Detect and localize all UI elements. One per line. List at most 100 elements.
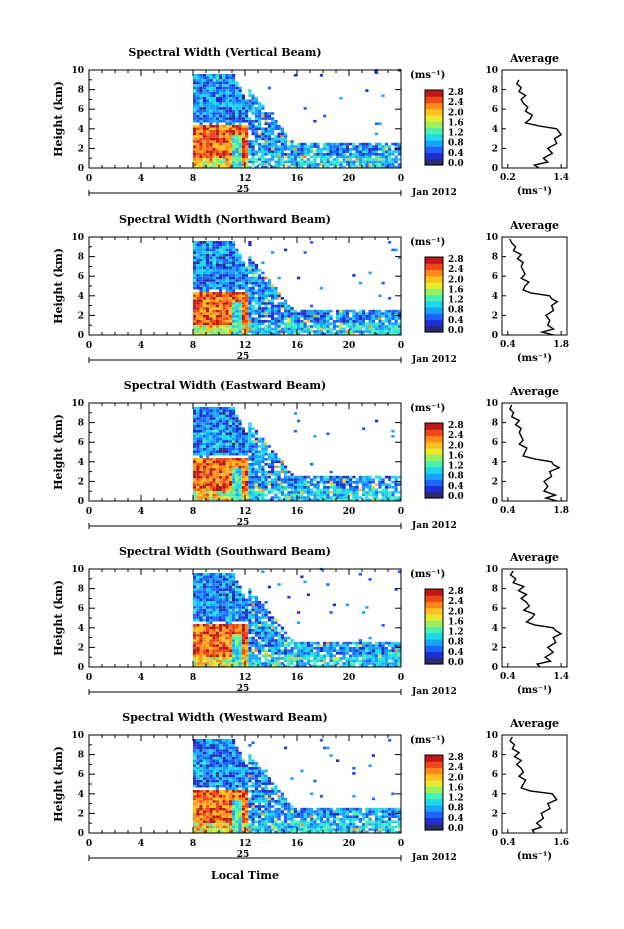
heatmap-cell bbox=[228, 251, 232, 254]
heatmap-cell bbox=[206, 470, 210, 474]
heatmap-cell bbox=[290, 153, 294, 156]
heatmap-cell bbox=[332, 646, 336, 650]
heatmap-cell bbox=[271, 122, 275, 125]
heatmap-cell bbox=[319, 332, 323, 336]
heatmap-cell bbox=[378, 327, 382, 331]
heatmap-cell bbox=[206, 160, 210, 164]
heatmap-cell bbox=[345, 317, 349, 320]
heatmap-cell bbox=[209, 460, 213, 464]
heatmap-cell bbox=[303, 498, 307, 502]
heatmap-cell bbox=[300, 158, 304, 161]
heatmap-cell bbox=[222, 470, 226, 474]
heatmap-cell bbox=[235, 137, 239, 141]
heatmap-cell bbox=[280, 332, 284, 336]
heatmap-cell bbox=[264, 292, 268, 295]
heatmap-cell bbox=[222, 664, 226, 668]
heatmap-cell bbox=[310, 312, 314, 315]
heatmap-cell bbox=[228, 417, 232, 420]
heatmap-cell bbox=[362, 486, 366, 489]
heatmap-cell bbox=[232, 91, 236, 95]
heatmap-cell bbox=[375, 317, 379, 320]
heatmap-cell bbox=[326, 309, 330, 313]
heatmap-cell bbox=[332, 320, 336, 323]
heatmap-cell bbox=[371, 314, 375, 318]
heatmap-cell bbox=[375, 155, 379, 159]
heatmap-cell bbox=[228, 664, 232, 668]
heatmap-cell bbox=[202, 465, 206, 469]
heatmap-cell bbox=[326, 491, 330, 494]
heatmap-cell bbox=[303, 475, 307, 479]
heatmap-cell bbox=[241, 427, 245, 430]
heatmap-cell bbox=[199, 263, 203, 267]
heatmap-cell bbox=[228, 409, 232, 413]
heatmap-cell bbox=[264, 297, 268, 300]
heatmap-cell bbox=[261, 114, 265, 118]
heatmap-cell bbox=[225, 99, 229, 103]
heatmap-cell bbox=[261, 322, 265, 326]
y-axis-label: Height (km) bbox=[52, 414, 65, 490]
heatmap-cell bbox=[339, 488, 343, 492]
heatmap-cell bbox=[258, 475, 262, 479]
heatmap-cell bbox=[248, 422, 252, 425]
heatmap-cell bbox=[381, 153, 385, 156]
heatmap-cell bbox=[219, 654, 223, 658]
heatmap-cell bbox=[277, 473, 281, 476]
heatmap-cell bbox=[196, 463, 200, 466]
heatmap-cell bbox=[290, 155, 294, 159]
heatmap-cell bbox=[300, 165, 304, 169]
heatmap-cell bbox=[316, 664, 320, 668]
heatmap-cell bbox=[248, 475, 252, 479]
heatmap-cell bbox=[284, 468, 288, 471]
heatmap-cell bbox=[206, 243, 210, 247]
heatmap-cell bbox=[206, 89, 210, 92]
heatmap-cell bbox=[375, 309, 379, 313]
heatmap-cell bbox=[365, 606, 369, 609]
heatmap-cell bbox=[251, 307, 255, 310]
heatmap-cell bbox=[258, 112, 262, 115]
heatmap-cell bbox=[251, 470, 255, 474]
heatmap-cell bbox=[267, 320, 271, 323]
heatmap-cell bbox=[225, 142, 229, 146]
heatmap-cell bbox=[371, 320, 375, 323]
heatmap-cell bbox=[384, 662, 388, 665]
heatmap-cell bbox=[196, 422, 200, 425]
heatmap-cell bbox=[219, 422, 223, 425]
heatmap-cell bbox=[391, 314, 395, 318]
heatmap-cell bbox=[368, 317, 372, 320]
heatmap-cell bbox=[245, 646, 249, 650]
heatmap-cell bbox=[261, 160, 265, 164]
heatmap-cell bbox=[235, 142, 239, 146]
heatmap-cell bbox=[199, 634, 203, 637]
heatmap-cell bbox=[267, 646, 271, 650]
avg-y-tick-label: 4 bbox=[492, 125, 498, 135]
heatmap-cell bbox=[271, 302, 275, 305]
heatmap-cell bbox=[326, 330, 330, 333]
heatmap-cell bbox=[193, 631, 197, 635]
heatmap-cell bbox=[196, 119, 200, 123]
heatmap-cell bbox=[228, 281, 232, 285]
heatmap-cell bbox=[241, 125, 245, 128]
heatmap-cell bbox=[232, 657, 236, 660]
heatmap-cell bbox=[219, 412, 223, 415]
heatmap-cell bbox=[391, 312, 395, 315]
heatmap-cell bbox=[365, 491, 369, 494]
heatmap-cell bbox=[199, 304, 203, 308]
heatmap-cell bbox=[251, 119, 255, 123]
heatmap-cell bbox=[245, 618, 249, 622]
heatmap-cell bbox=[199, 147, 203, 151]
heatmap-cell bbox=[212, 578, 216, 581]
heatmap-cell bbox=[225, 269, 229, 272]
heatmap-cell bbox=[222, 634, 226, 637]
heatmap-cell bbox=[345, 320, 349, 323]
heatmap-cell bbox=[215, 107, 219, 110]
heatmap-cell bbox=[388, 160, 392, 164]
heatmap-cell bbox=[316, 488, 320, 492]
heatmap-cell bbox=[215, 153, 219, 156]
heatmap-cell bbox=[274, 629, 278, 632]
heatmap-cell bbox=[209, 662, 213, 665]
heatmap-cell bbox=[274, 297, 278, 300]
heatmap-cell bbox=[212, 266, 216, 270]
heatmap-cell bbox=[251, 460, 255, 464]
heatmap-cell bbox=[261, 147, 265, 151]
heatmap-cell bbox=[375, 71, 379, 74]
